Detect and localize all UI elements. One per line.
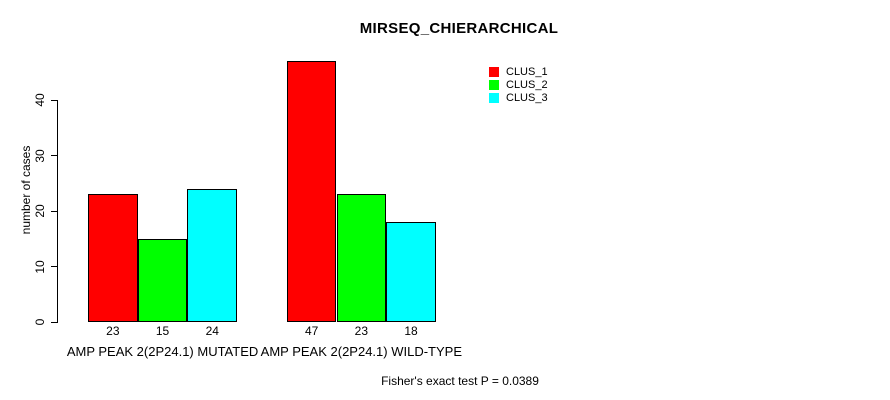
y-axis-tick-label: 40 <box>33 93 47 107</box>
bar-value-label: 24 <box>205 324 219 338</box>
y-axis-line <box>57 100 58 323</box>
bar-value-label: 23 <box>106 324 120 338</box>
y-axis-tick <box>51 266 57 267</box>
category-label-wild-type: AMP PEAK 2(2P24.1) WILD-TYPE <box>260 344 463 359</box>
legend-item-clus-1: CLUS_1 <box>489 65 548 78</box>
y-axis-tick <box>51 210 57 212</box>
chart-title: MIRSEQ_CHIERARCHICAL <box>359 20 559 37</box>
bar-clus_1-group2 <box>286 61 337 322</box>
fisher-test-annotation: Fisher's exact test P = 0.0389 <box>381 374 539 388</box>
legend-label: CLUS_1 <box>506 65 548 78</box>
legend-swatch-green <box>489 79 499 90</box>
y-axis-tick-label: 10 <box>33 259 47 274</box>
bar-clus_2-group1 <box>137 238 188 322</box>
bar-value-label: 18 <box>404 324 418 338</box>
bar-clus_3-group2 <box>386 222 436 322</box>
y-axis-tick-label: 20 <box>33 204 47 218</box>
bar-clus_3-group1 <box>187 188 238 322</box>
bar-value-label: 23 <box>354 324 369 338</box>
bar-clus_1-group1 <box>88 194 138 322</box>
y-axis-tick-label: 30 <box>33 148 47 163</box>
y-axis-tick-label: 0 <box>33 318 47 326</box>
legend: CLUS_1 CLUS_2 CLUS_3 <box>489 65 548 104</box>
legend-item-clus-3: CLUS_3 <box>489 91 548 104</box>
category-label-mutated: AMP PEAK 2(2P24.1) MUTATED <box>66 344 259 359</box>
y-axis-tick <box>51 155 57 156</box>
legend-label: CLUS_2 <box>506 78 548 91</box>
bar-value-label: 15 <box>155 324 170 338</box>
legend-item-clus-2: CLUS_2 <box>489 78 548 91</box>
bar-value-label: 47 <box>304 324 319 338</box>
y-axis-label: number of cases <box>19 145 33 235</box>
bar-clus_2-group2 <box>336 194 387 322</box>
y-axis-tick <box>51 321 57 323</box>
legend-swatch-red <box>489 66 499 77</box>
legend-label: CLUS_3 <box>506 91 548 104</box>
y-axis-tick <box>51 99 57 101</box>
legend-swatch-cyan <box>489 92 499 103</box>
